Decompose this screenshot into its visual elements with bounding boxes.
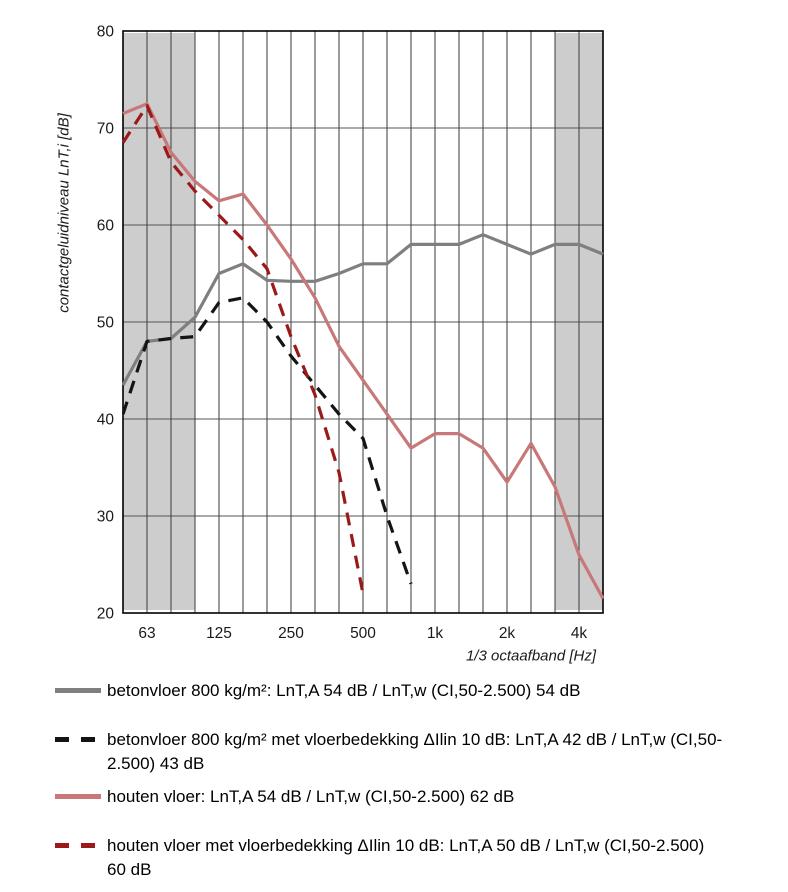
series-line-houten-vloer <box>122 102 604 600</box>
legend-dashed-line-swatch <box>55 737 101 742</box>
chart-legend: betonvloer 800 kg/m²: LnT,A 54 dB / LnT,… <box>55 679 755 882</box>
y-tick-labels: 80 70 60 50 40 30 20 <box>97 24 115 623</box>
legend-item-label: houten vloer: LnT,A 54 dB / LnT,w (CI,50… <box>107 787 515 806</box>
x-tick-label: 4k <box>571 625 588 642</box>
legend-item-houten-vloer-met-vloerbedekking: houten vloer met vloerbedekking ΔIlin 10… <box>55 834 755 882</box>
legend-dashed-line-swatch <box>55 843 101 848</box>
x-tick-label: 63 <box>138 625 155 642</box>
y-tick-label: 60 <box>97 218 115 235</box>
y-tick-label: 70 <box>97 121 115 138</box>
series-line-betonvloer <box>122 233 604 386</box>
x-tick-label: 250 <box>278 625 304 642</box>
y-tick-label: 50 <box>97 315 115 332</box>
y-tick-label: 40 <box>97 412 115 429</box>
legend-item-label: houten vloer met vloerbedekking ΔIlin 10… <box>107 836 705 879</box>
legend-item-betonvloer-met-vloerbedekking: betonvloer 800 kg/m² met vloerbedekking … <box>55 728 755 776</box>
legend-item-betonvloer: betonvloer 800 kg/m²: LnT,A 54 dB / LnT,… <box>55 679 755 703</box>
vertical-gridlines <box>122 31 604 613</box>
series-line-betonvloer-met-vloerbedekking <box>122 296 413 585</box>
x-tick-label: 2k <box>499 625 516 642</box>
series-lines <box>122 102 604 600</box>
y-axis-title: contactgeluidniveau LnT,i [dB] <box>55 113 73 313</box>
x-tick-label: 125 <box>206 625 232 642</box>
legend-item-label: betonvloer 800 kg/m² met vloerbedekking … <box>107 730 723 773</box>
x-tick-label: 500 <box>350 625 376 642</box>
x-tick-label: 1k <box>427 625 444 642</box>
chart-plot-area: 80 70 60 50 40 30 20 63 125 250 500 1k 2k 4k <box>97 24 604 642</box>
legend-item-houten-vloer: houten vloer: LnT,A 54 dB / LnT,w (CI,50… <box>55 785 755 809</box>
legend-solid-line-swatch <box>55 688 101 693</box>
legend-item-label: betonvloer 800 kg/m²: LnT,A 54 dB / LnT,… <box>107 681 581 700</box>
impact-sound-level-chart: 80 70 60 50 40 30 20 63 125 250 500 1k 2k 4k contactg… <box>55 24 604 665</box>
x-axis-title: 1/3 octaafband [Hz] <box>465 647 597 665</box>
y-tick-label: 30 <box>97 509 115 526</box>
legend-solid-line-swatch <box>55 794 101 799</box>
x-tick-labels: 63 125 250 500 1k 2k 4k <box>138 625 587 642</box>
plot-border <box>122 30 604 614</box>
y-tick-label: 20 <box>97 606 115 623</box>
y-tick-label: 80 <box>97 24 115 41</box>
